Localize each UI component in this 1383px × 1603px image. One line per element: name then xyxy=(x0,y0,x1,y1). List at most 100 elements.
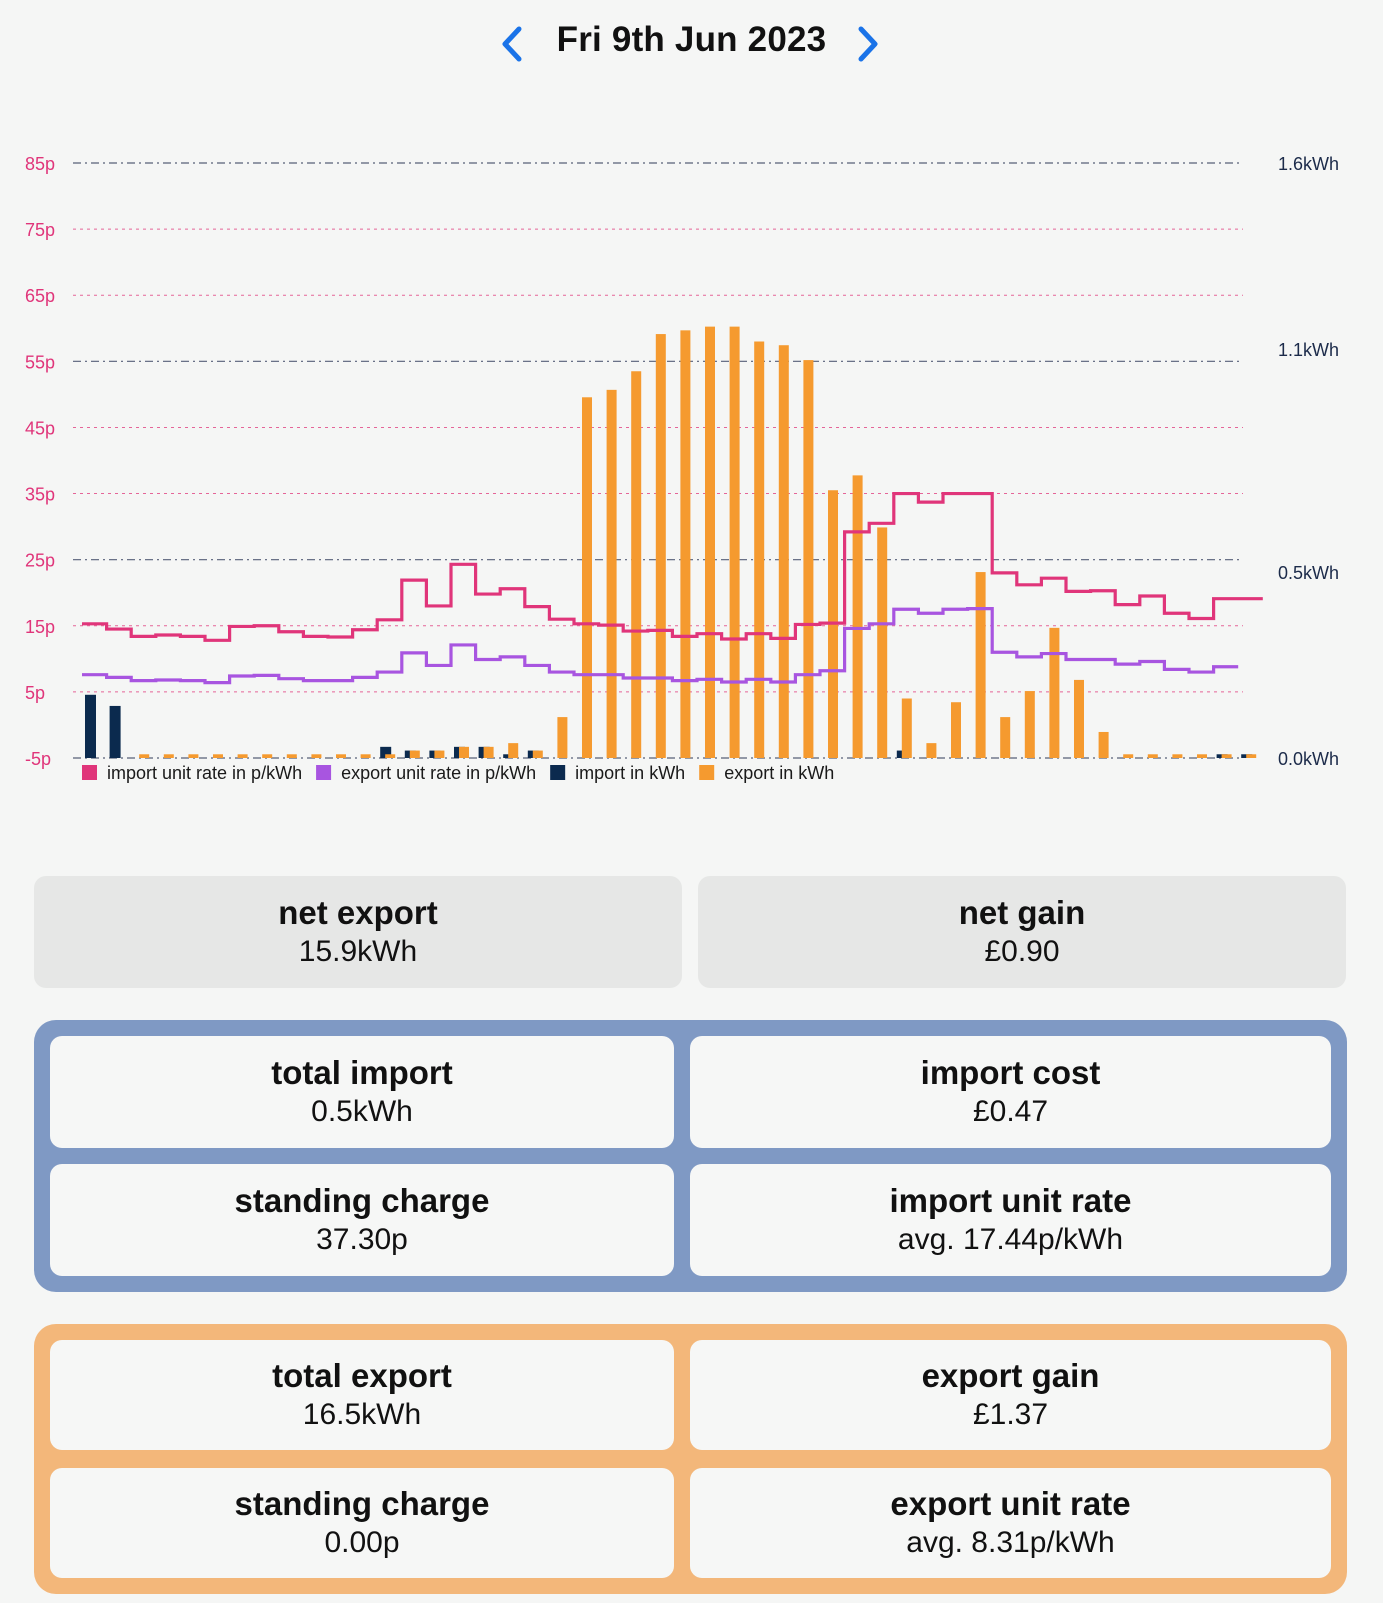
export-bar xyxy=(705,326,715,758)
import-bar xyxy=(85,694,96,758)
export-bar xyxy=(286,754,297,758)
y-axis-tick-left: 15p xyxy=(25,617,55,637)
export-bar xyxy=(778,345,789,758)
export-bar xyxy=(951,702,961,758)
export-gain-title: export gain xyxy=(921,1357,1100,1394)
export-bar xyxy=(188,754,199,758)
export-bar xyxy=(754,341,765,758)
export-bar xyxy=(557,717,568,758)
export-standing-charge-value: 0.00p xyxy=(324,1526,400,1559)
total-export-title: total export xyxy=(272,1357,452,1394)
y-axis-tick-left: 5p xyxy=(25,683,45,703)
export-bar xyxy=(336,754,346,758)
total-export-value: 16.5kWh xyxy=(302,1398,422,1431)
y-axis-tick-right: 0.5kWh xyxy=(1278,563,1339,583)
export-bar xyxy=(729,326,740,758)
net-gain-value: £0.90 xyxy=(984,935,1060,968)
export-bar xyxy=(655,334,666,758)
export-standing-charge-tile: standing charge 0.00p xyxy=(50,1468,674,1578)
export-bar xyxy=(1123,754,1134,758)
import-bar xyxy=(380,746,392,758)
export-bar xyxy=(803,360,814,758)
y-axis-tick-right: 0.0kWh xyxy=(1278,749,1339,769)
export-bar xyxy=(1197,754,1207,758)
net-gain-tile: net gain £0.90 xyxy=(698,876,1346,988)
export-bar xyxy=(582,397,592,758)
chevron-right-icon xyxy=(858,26,878,62)
export-bar xyxy=(926,743,937,758)
next-day-button[interactable] xyxy=(846,22,890,66)
export-bar xyxy=(1049,627,1060,758)
chevron-left-icon xyxy=(502,26,522,62)
export-bar xyxy=(1147,754,1158,758)
export-bar xyxy=(385,754,396,758)
date-title: Fri 9th Jun 2023 xyxy=(556,20,827,59)
export-bar xyxy=(311,754,322,758)
energy-chart: 85p 75p 65p 55p 45p 35p 25p 15p 5p -5p 1.6kWh 1.1kW… xyxy=(0,120,1383,820)
import-unit-rate-title: import unit rate xyxy=(889,1182,1132,1219)
y-axis-tick-left: 65p xyxy=(25,286,55,306)
export-bar xyxy=(237,754,248,758)
import-unit-rate-value: avg. 17.44p/kWh xyxy=(897,1223,1124,1256)
import-standing-charge-tile: standing charge 37.30p xyxy=(50,1164,674,1276)
export-bar xyxy=(631,371,642,758)
import-summary-group: total import 0.5kWh import cost £0.47 st… xyxy=(34,1020,1347,1292)
export-bar xyxy=(1074,679,1084,758)
export-bar xyxy=(483,746,494,758)
legend-swatch xyxy=(82,765,97,780)
total-import-tile: total import 0.5kWh xyxy=(50,1036,674,1148)
legend-label: import unit rate in p/kWh xyxy=(107,763,302,783)
legend-swatch xyxy=(550,765,566,780)
y-axis-tick-left: 85p xyxy=(25,154,55,174)
export-bar xyxy=(1024,691,1035,758)
y-axis-tick-left: -5p xyxy=(25,749,51,769)
previous-day-button[interactable] xyxy=(490,22,534,66)
y-axis-tick-right: 1.6kWh xyxy=(1278,154,1339,174)
legend-swatch xyxy=(316,765,332,780)
y-axis-tick-left: 75p xyxy=(25,220,55,240)
export-bar xyxy=(606,389,617,758)
export-bar xyxy=(852,475,863,758)
y-axis-tick-left: 55p xyxy=(25,352,55,372)
export-bar xyxy=(532,750,543,758)
export-bar xyxy=(1246,754,1257,758)
export-bar xyxy=(680,330,691,758)
export-gain-value: £1.37 xyxy=(972,1398,1049,1431)
export-bar xyxy=(1000,717,1011,758)
export-summary-group: total export 16.5kWh export gain £1.37 s… xyxy=(34,1324,1347,1594)
export-bar xyxy=(360,754,371,758)
export-bar xyxy=(139,754,150,758)
export-gain-tile: export gain £1.37 xyxy=(690,1340,1331,1450)
import-unit-rate-tile: import unit rate avg. 17.44p/kWh xyxy=(690,1164,1331,1276)
export-bar xyxy=(409,750,420,758)
y-axis-tick-left: 45p xyxy=(25,418,55,438)
total-import-title: total import xyxy=(271,1054,453,1091)
import-bar xyxy=(109,705,121,758)
export-bar xyxy=(163,754,174,758)
legend-swatch xyxy=(699,765,715,780)
legend-label: import in kWh xyxy=(575,763,685,783)
export-bar xyxy=(1172,754,1183,758)
export-standing-charge-title: standing charge xyxy=(234,1485,490,1522)
export-bar xyxy=(434,750,445,758)
export-bar xyxy=(1098,731,1109,758)
import-rate-line xyxy=(82,491,1263,642)
y-axis-tick-left: 35p xyxy=(25,485,55,505)
date-navigator: Fri 9th Jun 2023 xyxy=(0,0,1383,90)
export-bar xyxy=(975,572,986,758)
net-export-title: net export xyxy=(278,894,438,931)
export-bar xyxy=(262,754,273,758)
export-bar xyxy=(1221,754,1232,758)
net-gain-title: net gain xyxy=(958,894,1086,931)
export-unit-rate-title: export unit rate xyxy=(890,1485,1131,1522)
y-axis-tick-left: 25p xyxy=(25,551,55,571)
export-bar xyxy=(213,754,223,758)
export-unit-rate-value: avg. 8.31p/kWh xyxy=(906,1526,1115,1559)
import-cost-title: import cost xyxy=(920,1054,1101,1091)
energy-chart-svg: 85p 75p 65p 55p 45p 35p 25p 15p 5p -5p 1.6kWh 1.1kW… xyxy=(25,154,1339,783)
y-axis-tick-right: 1.1kWh xyxy=(1278,340,1339,360)
import-standing-charge-title: standing charge xyxy=(234,1182,490,1219)
export-unit-rate-tile: export unit rate avg. 8.31p/kWh xyxy=(690,1468,1331,1578)
import-standing-charge-value: 37.30p xyxy=(316,1223,408,1256)
export-rate-line xyxy=(82,606,1239,685)
